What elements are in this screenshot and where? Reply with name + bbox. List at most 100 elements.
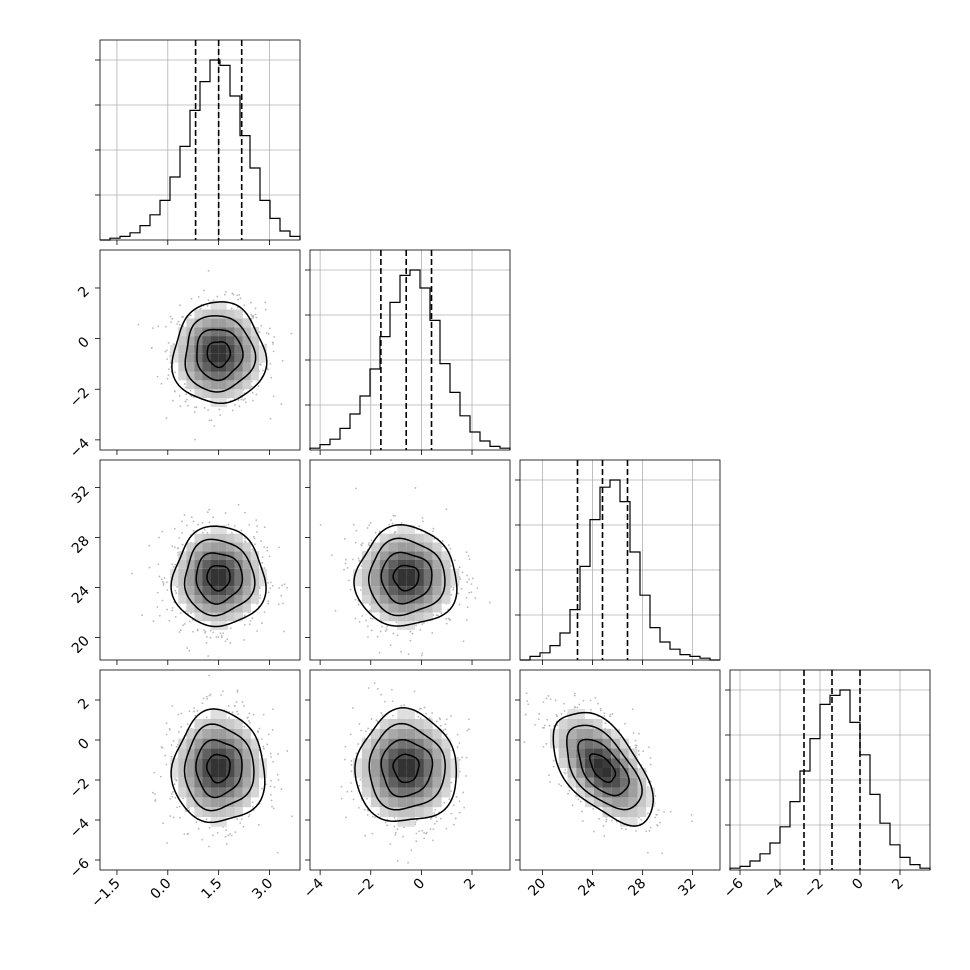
scatter-point xyxy=(171,563,174,566)
scatter-point xyxy=(244,401,247,404)
density-cell xyxy=(210,551,219,560)
scatter-point xyxy=(391,700,394,703)
scatter-point xyxy=(420,654,423,657)
scatter-point xyxy=(179,816,181,819)
scatter-point xyxy=(267,733,270,736)
scatter-point xyxy=(370,539,373,542)
density-cell xyxy=(234,309,243,319)
scatter-point xyxy=(351,707,354,709)
density-cell xyxy=(194,542,203,552)
density-panel-3-1 xyxy=(309,669,511,871)
density-cell xyxy=(210,758,219,768)
density-cell xyxy=(210,768,219,778)
scatter-point xyxy=(368,610,371,612)
density-cell xyxy=(361,777,371,788)
density-cell xyxy=(423,595,433,604)
scatter-point xyxy=(386,625,388,628)
scatter-point xyxy=(206,697,209,700)
scatter-point xyxy=(334,609,337,612)
density-cell xyxy=(234,327,243,337)
scatter-point xyxy=(366,813,369,816)
scatter-point xyxy=(216,832,219,834)
scatter-point xyxy=(431,839,434,842)
density-cell xyxy=(226,362,235,372)
contour-level-1 xyxy=(380,551,433,605)
scatter-point xyxy=(204,630,207,633)
scatter-point xyxy=(183,622,186,625)
scatter-point xyxy=(450,594,453,596)
density-cell xyxy=(388,603,398,613)
scatter-point xyxy=(456,746,459,748)
scatter-point xyxy=(197,295,200,298)
panel-frame xyxy=(519,459,721,661)
scatter-point xyxy=(166,589,169,591)
density-cell xyxy=(226,738,235,749)
density-cell xyxy=(210,371,219,381)
density-cell xyxy=(194,738,203,749)
scatter-point xyxy=(183,833,186,835)
density-cell xyxy=(218,300,227,310)
density-cell xyxy=(423,603,433,613)
scatter-point xyxy=(272,343,274,345)
scatter-point xyxy=(237,503,240,506)
scatter-point xyxy=(421,623,424,626)
density-cell xyxy=(250,787,259,798)
scatter-point xyxy=(266,743,269,746)
density-cell xyxy=(397,595,407,604)
scatter-point xyxy=(269,752,272,755)
scatter-point xyxy=(179,304,181,307)
scatter-point xyxy=(445,733,448,736)
density-cell xyxy=(218,327,227,337)
scatter-point xyxy=(250,301,252,304)
density-cell xyxy=(210,389,219,399)
scatter-point xyxy=(448,798,451,801)
scatter-point xyxy=(221,690,224,693)
scatter-point xyxy=(160,746,163,748)
density-cell xyxy=(234,362,243,372)
density-cell xyxy=(370,551,380,560)
scatter-point xyxy=(233,704,236,707)
scatter-point xyxy=(281,584,283,587)
scatter-point xyxy=(260,324,263,327)
density-cell xyxy=(202,797,211,808)
scatter-point xyxy=(276,773,279,776)
scatter-point xyxy=(209,629,212,632)
scatter-point xyxy=(243,639,246,641)
scatter-point xyxy=(290,332,293,335)
panel-frame xyxy=(99,669,301,871)
density-cell xyxy=(226,336,235,345)
density-cell xyxy=(370,758,380,768)
scatter-point xyxy=(152,327,154,330)
scatter-point xyxy=(402,835,404,838)
scatter-point xyxy=(229,833,231,835)
density-cell xyxy=(370,577,380,587)
scatter-point xyxy=(361,615,364,617)
scatter-point xyxy=(226,638,229,641)
scatter-point xyxy=(458,811,461,814)
density-cell xyxy=(406,586,416,595)
histogram-panel-0 xyxy=(95,39,301,241)
density-cell xyxy=(415,560,424,569)
density-cell xyxy=(218,533,227,543)
scatter-point xyxy=(388,523,391,526)
density-cell xyxy=(194,807,203,817)
density-cell xyxy=(379,533,389,543)
contour-level-0 xyxy=(206,341,232,369)
scatter-point xyxy=(131,572,133,575)
density-cell xyxy=(361,586,371,595)
scatter-point xyxy=(460,588,463,590)
scatter-point xyxy=(429,828,432,830)
density-cell xyxy=(210,568,219,578)
scatter-point xyxy=(407,861,409,864)
density-cell xyxy=(186,551,195,560)
scatter-point xyxy=(343,568,345,571)
scatter-point xyxy=(190,297,193,300)
density-cell xyxy=(210,807,219,817)
scatter-point xyxy=(205,716,208,719)
scatter-point xyxy=(174,796,177,799)
scatter-point xyxy=(278,546,280,549)
scatter-point xyxy=(466,581,469,583)
scatter-point xyxy=(171,317,174,320)
density-cell xyxy=(202,612,211,622)
scatter-point xyxy=(237,399,240,401)
